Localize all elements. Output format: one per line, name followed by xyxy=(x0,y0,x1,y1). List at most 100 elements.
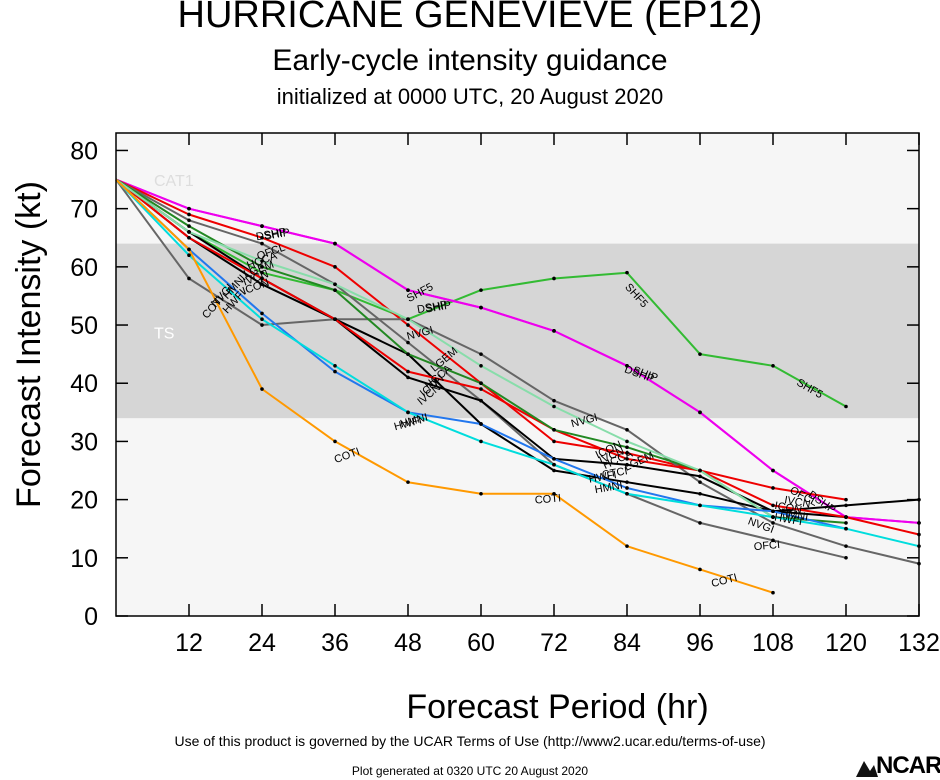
band-label-cat1: CAT1 xyxy=(154,173,194,190)
data-point-hcca xyxy=(844,521,848,525)
data-point-hcca xyxy=(552,427,556,432)
data-point-ofcl xyxy=(844,497,848,502)
data-point-coti xyxy=(260,387,264,391)
series-label-dshp: DSHP xyxy=(416,299,448,316)
series-label-hwfi: HWFI xyxy=(773,512,803,529)
data-point-ship xyxy=(260,224,264,228)
series-line-icon xyxy=(115,178,920,536)
series-label-ctci: CTCI xyxy=(601,465,628,481)
data-point-ship xyxy=(187,206,191,211)
y-tick-label: 50 xyxy=(70,312,98,340)
series-label-hmni: HMNI xyxy=(594,480,624,497)
y-tick-label: 70 xyxy=(70,196,98,224)
data-point-coti xyxy=(333,439,337,444)
data-point-shf5 xyxy=(552,276,556,281)
band-cat1 xyxy=(116,133,919,244)
series-label-icon: ICON xyxy=(774,500,803,517)
data-point-ship xyxy=(552,329,556,333)
data-point-hmni xyxy=(260,317,264,322)
data-point-coti xyxy=(552,491,556,496)
data-point-nvgi xyxy=(771,521,775,525)
data-point-hwfi xyxy=(479,422,483,426)
data-point-icon xyxy=(406,369,410,374)
series-label-ship: SHIP xyxy=(425,299,452,315)
ncar-logo-text: NCAR xyxy=(876,752,940,779)
data-point-nvgi xyxy=(479,352,483,356)
data-point-ivcn xyxy=(260,282,264,287)
y-tick-label: 20 xyxy=(70,487,98,515)
data-point-icon xyxy=(479,387,483,391)
y-axis-label: Forecast Intensity (kt) xyxy=(10,181,48,508)
data-point-hwfi xyxy=(260,311,264,316)
series-line-coti xyxy=(115,178,774,594)
data-point-ofci xyxy=(844,556,848,560)
data-point-coti xyxy=(479,491,483,496)
data-point-ofcl xyxy=(333,265,337,269)
data-point-lgem xyxy=(333,282,337,287)
data-point-hmni xyxy=(479,439,483,444)
data-point-nvgi xyxy=(260,323,264,327)
data-point-shf5 xyxy=(260,270,264,275)
generated-time: Plot generated at 0320 UTC 20 August 202… xyxy=(351,764,589,778)
data-point-coti xyxy=(187,247,191,252)
data-point-ofci xyxy=(406,340,410,345)
series-label-hmni: HMNI xyxy=(779,507,809,524)
data-point-lgem xyxy=(406,317,410,322)
x-tick-label: 96 xyxy=(686,629,714,657)
data-point-ivcn xyxy=(406,375,410,380)
x-tick-label: 36 xyxy=(321,629,349,657)
data-point-hmni xyxy=(406,410,410,415)
data-point-ship xyxy=(479,305,483,310)
x-tick-label: 60 xyxy=(467,629,495,657)
data-point-shf5 xyxy=(771,363,775,368)
data-point-ship xyxy=(771,468,775,473)
data-point-hmni xyxy=(698,503,702,508)
series-label-dshp: DSHP xyxy=(255,226,287,243)
data-point-hwfi xyxy=(625,486,629,490)
data-point-ofcl xyxy=(625,451,629,455)
data-point-hcca xyxy=(625,445,629,450)
series-line-hmni xyxy=(115,178,920,548)
data-point-lgem xyxy=(479,363,483,368)
x-tick-label: 72 xyxy=(540,629,568,657)
chart-subtitle: Early-cycle intensity guidance xyxy=(272,44,668,77)
data-point-ivcn xyxy=(625,462,629,467)
data-point-ship xyxy=(625,363,629,368)
data-point-hmni xyxy=(771,515,775,519)
data-point-hcca xyxy=(479,381,483,386)
data-point-icon xyxy=(844,515,848,519)
series-label-ivcn: IVCN xyxy=(783,494,811,510)
data-point-ofci xyxy=(771,538,775,543)
x-tick-label: 108 xyxy=(752,629,794,657)
x-tick-label: 132 xyxy=(898,629,940,657)
data-point-lgem xyxy=(260,259,264,263)
data-point-lgem xyxy=(552,404,556,409)
data-point-shf5 xyxy=(844,404,848,409)
series-label-coti: COTI xyxy=(534,492,561,506)
x-tick-label: 84 xyxy=(613,629,641,657)
data-point-hmni xyxy=(552,462,556,467)
data-point-lgem xyxy=(187,230,191,234)
data-point-ctci xyxy=(844,503,848,508)
y-tick-label: 30 xyxy=(70,428,98,456)
data-point-icon xyxy=(333,317,337,322)
x-tick-label: 12 xyxy=(175,629,203,657)
data-point-nvgi xyxy=(625,427,629,432)
y-tick-label: 40 xyxy=(70,370,98,398)
data-point-hmni xyxy=(844,526,848,531)
data-point-ofcl xyxy=(187,212,191,217)
data-point-nvgi xyxy=(698,480,702,484)
series-label-hwfi: HWFI xyxy=(588,469,618,486)
data-point-hwfi xyxy=(552,457,556,461)
data-point-icon xyxy=(187,235,191,240)
y-tick-label: 0 xyxy=(84,603,98,631)
data-point-ship xyxy=(698,410,702,415)
data-point-coti xyxy=(771,590,775,595)
y-tick-label: 60 xyxy=(70,254,98,282)
data-point-ship xyxy=(406,288,410,292)
series-label-ship: SHIP xyxy=(264,227,291,243)
data-point-hcca xyxy=(187,224,191,228)
data-point-ctci xyxy=(552,468,556,473)
data-point-ofci xyxy=(187,218,191,223)
